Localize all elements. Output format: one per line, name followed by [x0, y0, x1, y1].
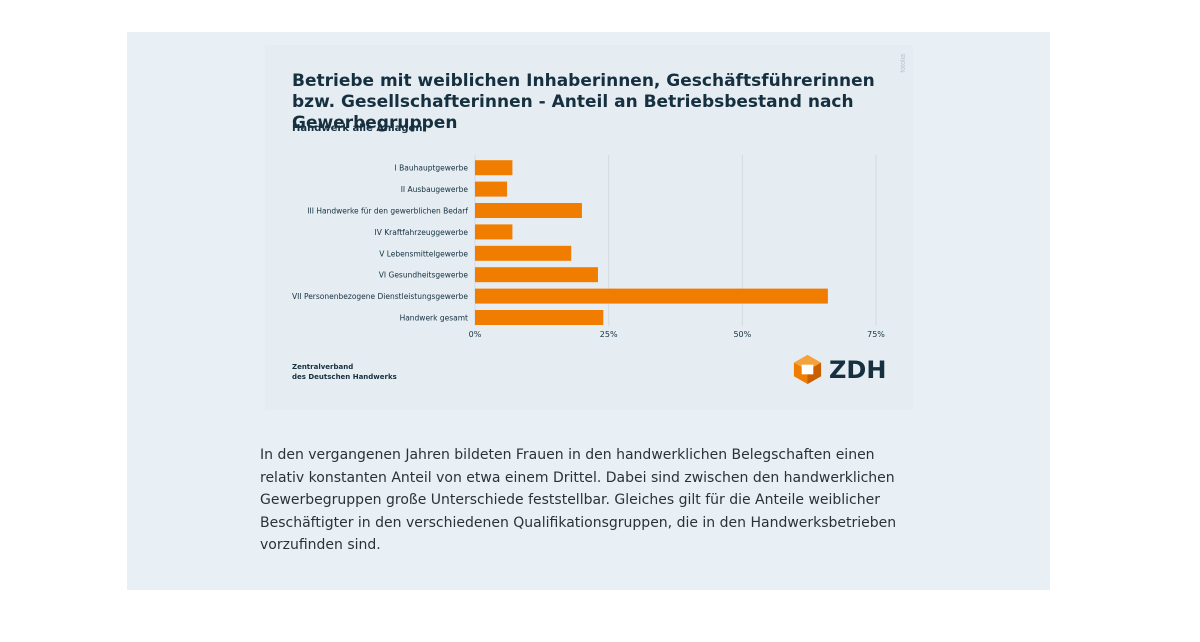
category-label: V Lebensmittelgewerbe [379, 249, 468, 258]
chart-card [265, 45, 913, 410]
bar [475, 160, 513, 176]
bar [475, 245, 572, 261]
category-label: VII Personenbezogene Dienstleistungsgewe… [292, 292, 468, 301]
category-labels: I Bauhauptgewerbe II Ausbaugewerbe III Han… [292, 164, 468, 323]
category-label: I Bauhauptgewerbe [395, 164, 469, 173]
category-label: IV Kraftfahrzeuggewerbe [375, 228, 469, 237]
bars [475, 160, 828, 325]
organization-line-2: des Deutschen Handwerks [292, 373, 397, 381]
zdh-logo-icon [793, 354, 822, 385]
x-tick-label: 25% [600, 330, 618, 339]
category-label: VI Gesundheitsgewerbe [379, 271, 469, 280]
x-tick-label: 0% [469, 330, 482, 339]
category-label: II Ausbaugewerbe [401, 185, 469, 194]
x-tick-label: 75% [867, 330, 885, 339]
x-tick-labels: 0% 25% 50% 75% [469, 330, 886, 339]
chart-title: Betriebe mit weiblichen Inhaberinnen, Ge… [292, 71, 875, 133]
x-tick-label: 50% [733, 330, 751, 339]
article-paragraph: In den vergangenen Jahren bildeten Fraue… [260, 447, 897, 553]
chart-subtitle: Handwerk alle Anlagen [292, 123, 423, 134]
bar [475, 224, 513, 240]
zdh-logo: ZDH [792, 354, 886, 385]
organization-line-1: Zentralverband [292, 363, 354, 371]
category-label: Handwerk gesamt [400, 314, 468, 323]
bar [475, 203, 582, 218]
organization-name: Zentralverband des Deutschen Handwerks [292, 362, 397, 382]
category-label: III Handwerke für den gewerblichen Bedar… [307, 207, 468, 216]
bar [475, 181, 508, 197]
bar [475, 310, 604, 325]
bar [475, 288, 828, 304]
zdh-logo-text: ZDH [829, 355, 887, 384]
bar [475, 267, 598, 283]
